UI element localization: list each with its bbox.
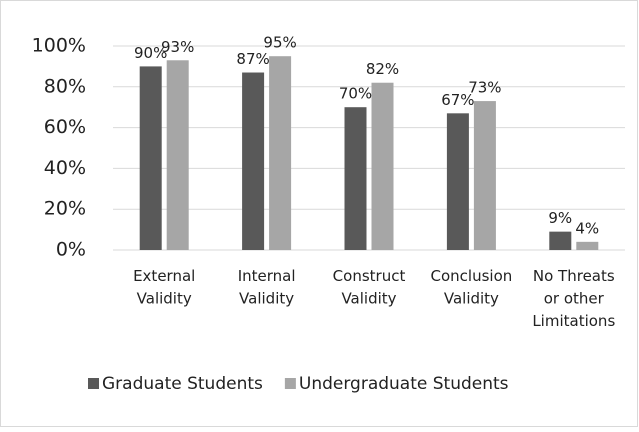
bar [139, 66, 162, 251]
bar [344, 107, 367, 250]
bar [576, 241, 599, 250]
y-tick-label: 80% [44, 75, 86, 97]
data-label: 95% [263, 34, 296, 52]
data-label: 70% [339, 85, 372, 103]
y-tick-label: 40% [44, 157, 86, 179]
legend-label: Graduate Students [102, 374, 263, 394]
x-tick-label: Internal Validity [238, 267, 296, 308]
bar [549, 231, 572, 250]
legend-label: Undergraduate Students [299, 374, 509, 394]
x-tick-label: Construct Validity [333, 267, 406, 308]
data-label: 73% [468, 79, 501, 97]
data-label: 93% [161, 38, 194, 56]
data-label: 9% [548, 209, 572, 227]
x-tick-label: Conclusion Validity [431, 267, 513, 308]
bar [473, 101, 496, 250]
bar [242, 72, 265, 251]
data-label: 82% [366, 60, 399, 78]
y-tick-label: 100% [32, 35, 86, 57]
x-tick-label: External Validity [133, 267, 195, 308]
data-label: 67% [441, 91, 474, 109]
y-tick-label: 0% [56, 239, 86, 261]
data-label: 90% [134, 44, 167, 62]
bar [371, 82, 394, 250]
legend-swatch [88, 378, 99, 389]
bar [166, 60, 189, 250]
data-label: 4% [575, 219, 599, 237]
data-label: 87% [236, 50, 269, 68]
y-tick-label: 60% [44, 116, 86, 138]
y-tick-label: 20% [44, 198, 86, 220]
legend-swatch [284, 378, 296, 389]
bar [269, 56, 292, 251]
bar [446, 113, 469, 250]
x-tick-label: No Threats or other Limitations [532, 267, 615, 330]
